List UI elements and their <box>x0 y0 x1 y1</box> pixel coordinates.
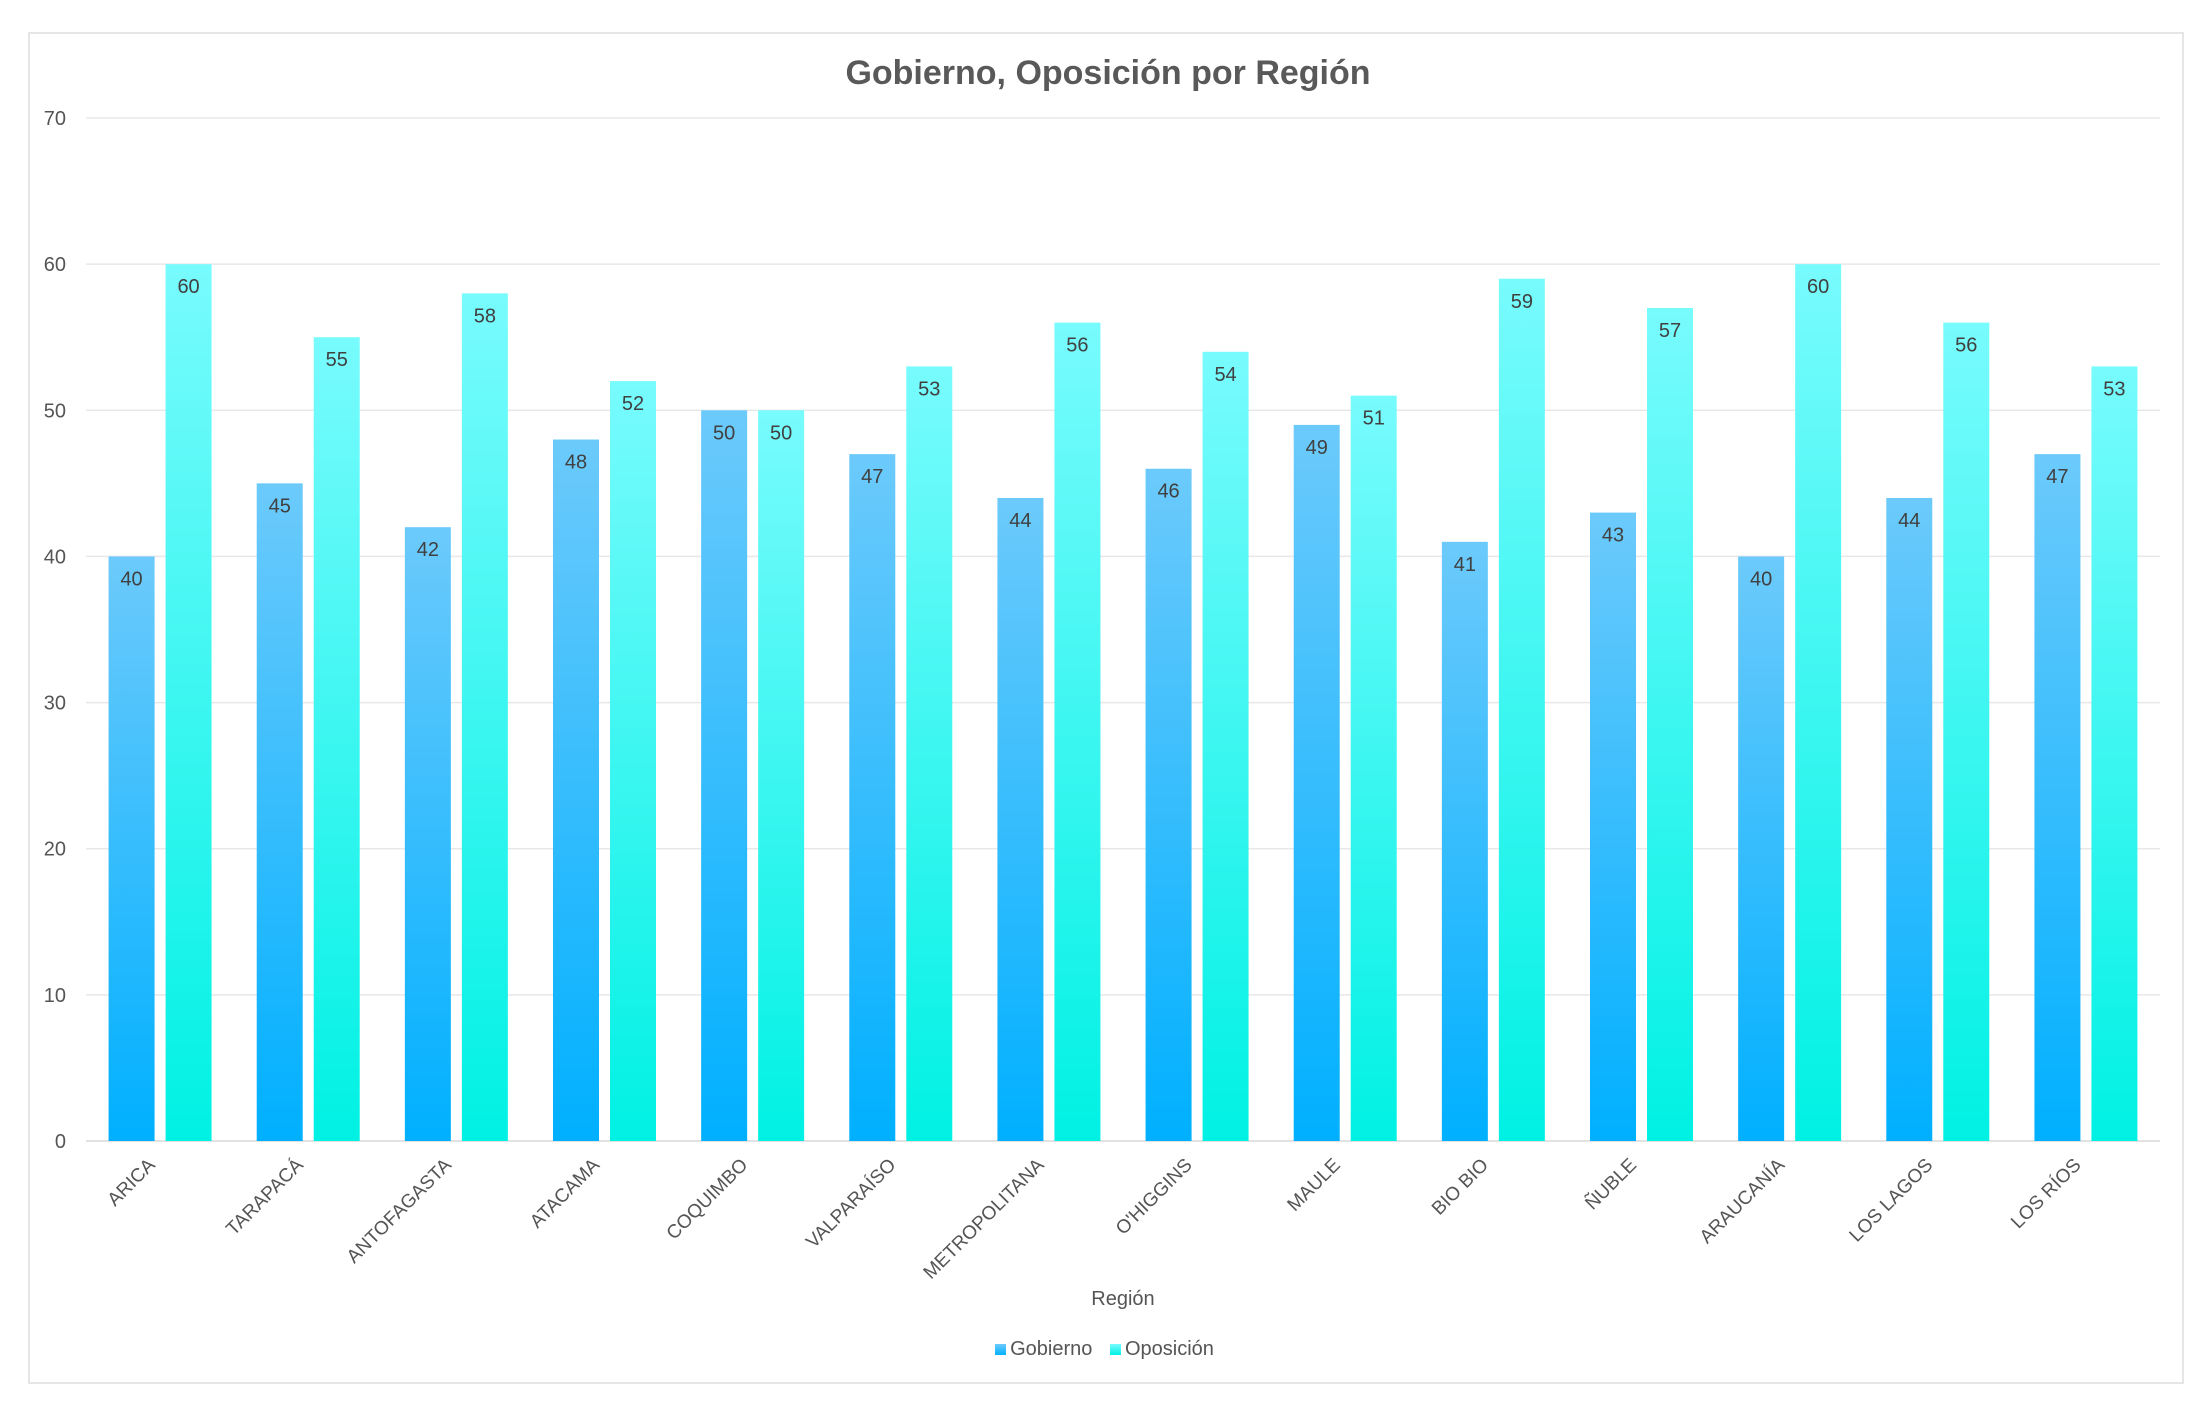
y-tick-label: 50 <box>44 400 66 422</box>
x-tick-label: VALPARAÍSO <box>802 1155 900 1253</box>
data-label: 43 <box>1602 525 1624 547</box>
bar-gobierno <box>849 454 896 1142</box>
y-tick-label: 30 <box>44 693 66 715</box>
data-label: 60 <box>1807 276 1829 298</box>
bar-oposicion <box>1943 322 1990 1142</box>
bar-oposicion <box>1498 278 1545 1141</box>
x-tick-label: LOS LAGOS <box>1846 1155 1938 1247</box>
data-label: 48 <box>565 452 587 474</box>
data-label: 58 <box>474 305 496 327</box>
bar-gobierno <box>404 527 451 1141</box>
legend-swatch-oposicion <box>1109 1344 1121 1356</box>
legend-swatch-gobierno <box>995 1344 1007 1356</box>
x-tick-label: ATACAMA <box>526 1154 604 1232</box>
x-tick-label: ANTOFAGASTA <box>343 1154 456 1267</box>
bar-gobierno <box>553 439 599 1141</box>
bar-oposicion <box>758 410 805 1141</box>
data-label: 44 <box>1009 510 1031 532</box>
y-tick-label: 20 <box>44 839 66 861</box>
data-label: 57 <box>1659 320 1681 342</box>
bar-oposicion <box>1202 351 1249 1141</box>
data-label: 47 <box>861 466 883 488</box>
data-label: 50 <box>713 422 735 444</box>
bar-oposicion <box>461 293 508 1141</box>
y-tick-label: 70 <box>44 108 66 130</box>
x-axis-label: Región <box>1091 1288 1154 1310</box>
bar-oposicion <box>906 366 953 1141</box>
data-label: 56 <box>1955 335 1977 357</box>
chart-title: Gobierno, Oposición por Región <box>845 54 1370 92</box>
bar-oposicion <box>313 337 360 1141</box>
data-label: 41 <box>1454 554 1476 576</box>
data-label: 49 <box>1306 437 1328 459</box>
data-label: 53 <box>918 378 940 400</box>
x-tick-label: METROPOLITANA <box>920 1154 1049 1283</box>
data-label: 53 <box>2103 378 2125 400</box>
data-label: 52 <box>622 393 644 415</box>
data-label: 44 <box>1898 510 1920 532</box>
data-label: 54 <box>1214 364 1236 386</box>
data-label: 46 <box>1157 481 1179 503</box>
x-tick-label: ÑUBLE <box>1581 1154 1641 1214</box>
legend-item-oposicion: Oposición <box>1109 1338 1214 1361</box>
data-label: 56 <box>1066 335 1088 357</box>
legend-label-oposicion: Oposición <box>1124 1338 1214 1360</box>
x-tick-label: LOS RÍOS <box>2007 1155 2085 1233</box>
data-label: 59 <box>1511 291 1533 313</box>
bar-oposicion <box>610 381 656 1141</box>
y-tick-label: 60 <box>44 254 66 276</box>
x-tick-label: ARAUCANÍA <box>1696 1154 1789 1247</box>
legend-label-gobierno: Gobierno <box>1010 1338 1093 1360</box>
bar-gobierno <box>2034 454 2081 1142</box>
y-tick-label: 40 <box>44 546 66 568</box>
bar-gobierno <box>1293 424 1340 1141</box>
data-label: 47 <box>2046 466 2068 488</box>
bar-gobierno <box>1441 541 1488 1141</box>
data-label: 50 <box>770 422 792 444</box>
bar-oposicion <box>1647 307 1693 1141</box>
bar-gobierno <box>1145 468 1192 1141</box>
data-label: 42 <box>417 539 439 561</box>
bar-oposicion <box>165 264 212 1142</box>
bar-gobierno <box>701 410 748 1141</box>
y-tick-label: 10 <box>44 985 66 1007</box>
legend-item-gobierno: Gobierno <box>995 1338 1092 1361</box>
y-tick-label: 0 <box>55 1131 66 1153</box>
x-tick-label: O'HIGGINS <box>1112 1155 1197 1240</box>
bar-gobierno <box>1886 497 1933 1141</box>
x-tick-label: COQUIMBO <box>663 1155 752 1244</box>
bar-gobierno <box>108 556 155 1141</box>
data-label: 60 <box>177 276 199 298</box>
bar-gobierno <box>1590 512 1636 1141</box>
data-label: 51 <box>1363 408 1385 430</box>
bar-oposicion <box>1054 322 1101 1142</box>
x-tick-label: ARICA <box>104 1154 160 1210</box>
x-tick-label: MAULE <box>1284 1155 1345 1216</box>
bar-gobierno <box>1738 556 1785 1141</box>
bar-oposicion <box>1795 264 1842 1142</box>
legend: Gobierno Oposición <box>0 1338 2209 1361</box>
data-label: 40 <box>1750 568 1772 590</box>
data-label: 45 <box>269 495 291 517</box>
bar-oposicion <box>2091 366 2138 1141</box>
bar-oposicion <box>1350 395 1397 1142</box>
x-tick-label: BIO BIO <box>1428 1155 1493 1220</box>
bar-gobierno <box>997 497 1044 1141</box>
data-label: 40 <box>120 568 142 590</box>
bar-gobierno <box>256 483 303 1141</box>
data-label: 55 <box>326 349 348 371</box>
x-tick-label: TARAPACÁ <box>222 1154 308 1240</box>
